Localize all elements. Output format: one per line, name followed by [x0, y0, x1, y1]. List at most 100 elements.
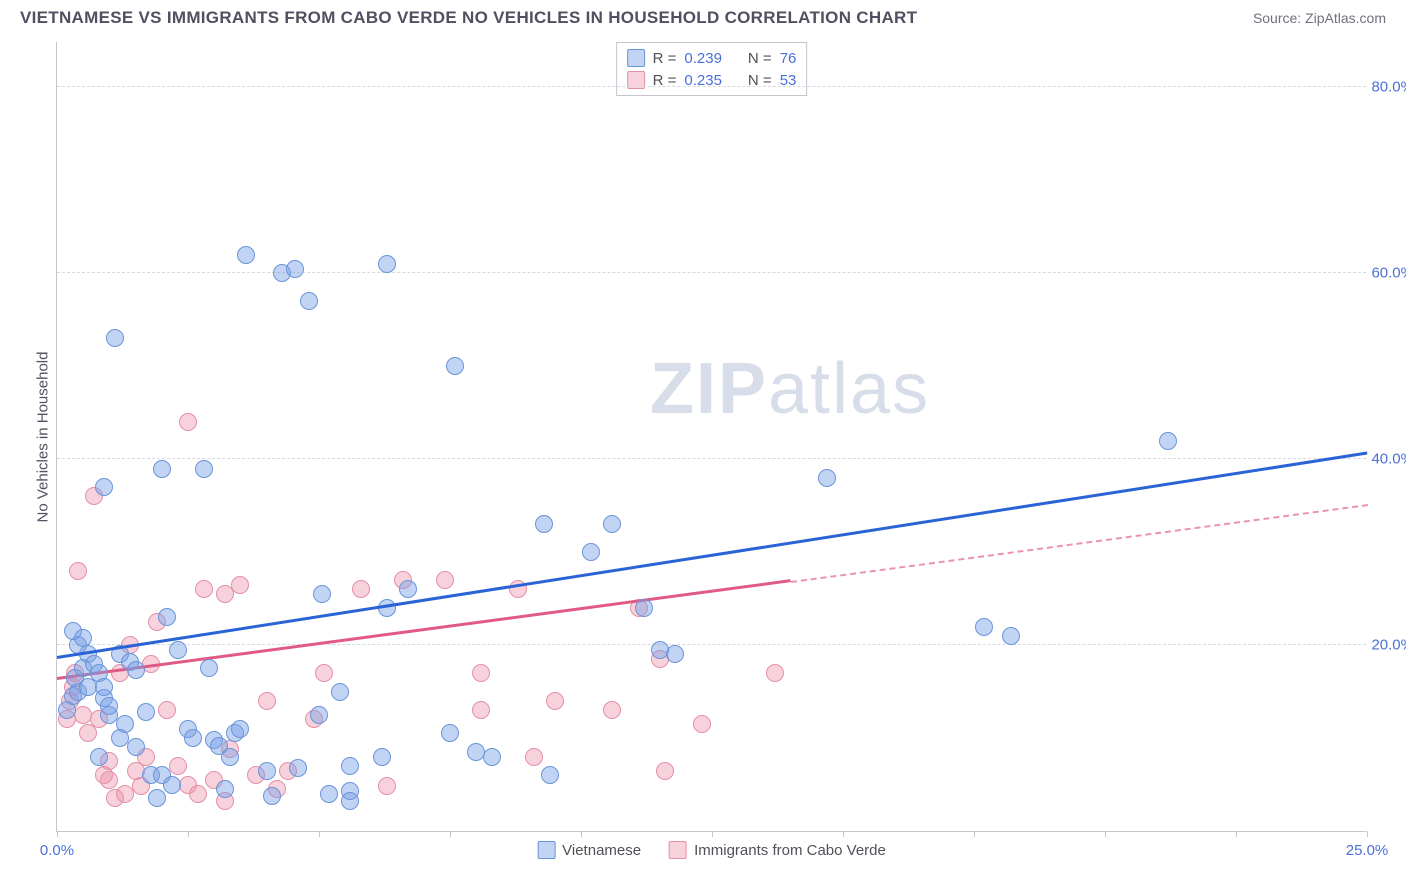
data-point-a — [153, 460, 171, 478]
data-point-a — [258, 762, 276, 780]
data-point-a — [286, 260, 304, 278]
data-point-b — [179, 413, 197, 431]
series-legend: Vietnamese Immigrants from Cabo Verde — [537, 841, 886, 859]
xtick-label: 25.0% — [1346, 842, 1389, 859]
data-point-a — [231, 720, 249, 738]
xtick — [974, 831, 975, 837]
data-point-b — [693, 715, 711, 733]
data-point-a — [289, 759, 307, 777]
data-point-a — [90, 748, 108, 766]
plot-area: No Vehicles in Household ZIPatlas R = 0.… — [56, 42, 1366, 832]
data-point-b — [315, 664, 333, 682]
data-point-a — [237, 246, 255, 264]
data-point-b — [100, 771, 118, 789]
data-point-a — [341, 757, 359, 775]
data-point-a — [635, 599, 653, 617]
legend-label-a: Vietnamese — [562, 842, 641, 859]
data-point-a — [541, 766, 559, 784]
swatch-a — [627, 49, 645, 67]
data-point-b — [436, 571, 454, 589]
data-point-a — [64, 622, 82, 640]
data-point-a — [975, 618, 993, 636]
data-point-a — [263, 787, 281, 805]
data-point-a — [127, 738, 145, 756]
legend-swatch-a — [537, 841, 555, 859]
data-point-a — [378, 255, 396, 273]
xtick — [450, 831, 451, 837]
legend-swatch-b — [669, 841, 687, 859]
legend-item-a: Vietnamese — [537, 841, 641, 859]
regression-line-b — [790, 504, 1367, 583]
data-point-a — [441, 724, 459, 742]
r-value-a: 0.239 — [684, 50, 722, 67]
xtick — [1236, 831, 1237, 837]
data-point-a — [331, 683, 349, 701]
data-point-a — [603, 515, 621, 533]
data-point-a — [483, 748, 501, 766]
data-point-a — [341, 792, 359, 810]
data-point-a — [320, 785, 338, 803]
ytick-label: 20.0% — [1371, 637, 1406, 654]
chart-header: VIETNAMESE VS IMMIGRANTS FROM CABO VERDE… — [0, 0, 1406, 32]
xtick — [188, 831, 189, 837]
data-point-b — [766, 664, 784, 682]
data-point-a — [100, 697, 118, 715]
data-point-a — [148, 789, 166, 807]
stats-row-b: R = 0.235 N = 53 — [627, 69, 797, 91]
xtick-label: 0.0% — [40, 842, 74, 859]
data-point-a — [310, 706, 328, 724]
xtick — [319, 831, 320, 837]
data-point-b — [546, 692, 564, 710]
data-point-a — [216, 780, 234, 798]
ytick-label: 80.0% — [1371, 79, 1406, 96]
watermark: ZIPatlas — [650, 348, 930, 430]
data-point-a — [818, 469, 836, 487]
data-point-a — [127, 661, 145, 679]
xtick — [581, 831, 582, 837]
data-point-b — [231, 576, 249, 594]
ytick-label: 60.0% — [1371, 265, 1406, 282]
data-point-a — [95, 478, 113, 496]
n-label-a: N = — [748, 50, 772, 67]
data-point-a — [200, 659, 218, 677]
xtick — [712, 831, 713, 837]
xtick — [1105, 831, 1106, 837]
xtick — [1367, 831, 1368, 837]
data-point-a — [106, 329, 124, 347]
ytick-label: 40.0% — [1371, 451, 1406, 468]
data-point-b — [472, 664, 490, 682]
data-point-a — [221, 748, 239, 766]
data-point-a — [158, 608, 176, 626]
xtick — [57, 831, 58, 837]
data-point-b — [169, 757, 187, 775]
data-point-b — [158, 701, 176, 719]
regression-line-b — [57, 580, 791, 681]
legend-item-b: Immigrants from Cabo Verde — [669, 841, 886, 859]
data-point-b — [603, 701, 621, 719]
xtick — [843, 831, 844, 837]
data-point-b — [378, 777, 396, 795]
gridline — [57, 86, 1366, 87]
n-value-a: 76 — [780, 50, 797, 67]
stats-row-a: R = 0.239 N = 76 — [627, 47, 797, 69]
y-axis-label: No Vehicles in Household — [35, 351, 52, 522]
data-point-a — [373, 748, 391, 766]
data-point-a — [163, 776, 181, 794]
data-point-a — [1159, 432, 1177, 450]
data-point-b — [258, 692, 276, 710]
data-point-a — [582, 543, 600, 561]
data-point-a — [95, 678, 113, 696]
data-point-b — [656, 762, 674, 780]
data-point-b — [472, 701, 490, 719]
data-point-a — [446, 357, 464, 375]
gridline — [57, 644, 1366, 645]
gridline — [57, 272, 1366, 273]
data-point-b — [69, 562, 87, 580]
data-point-a — [300, 292, 318, 310]
data-point-a — [169, 641, 187, 659]
data-point-a — [1002, 627, 1020, 645]
data-point-a — [535, 515, 553, 533]
data-point-a — [313, 585, 331, 603]
data-point-b — [195, 580, 213, 598]
chart-source: Source: ZipAtlas.com — [1253, 10, 1386, 26]
